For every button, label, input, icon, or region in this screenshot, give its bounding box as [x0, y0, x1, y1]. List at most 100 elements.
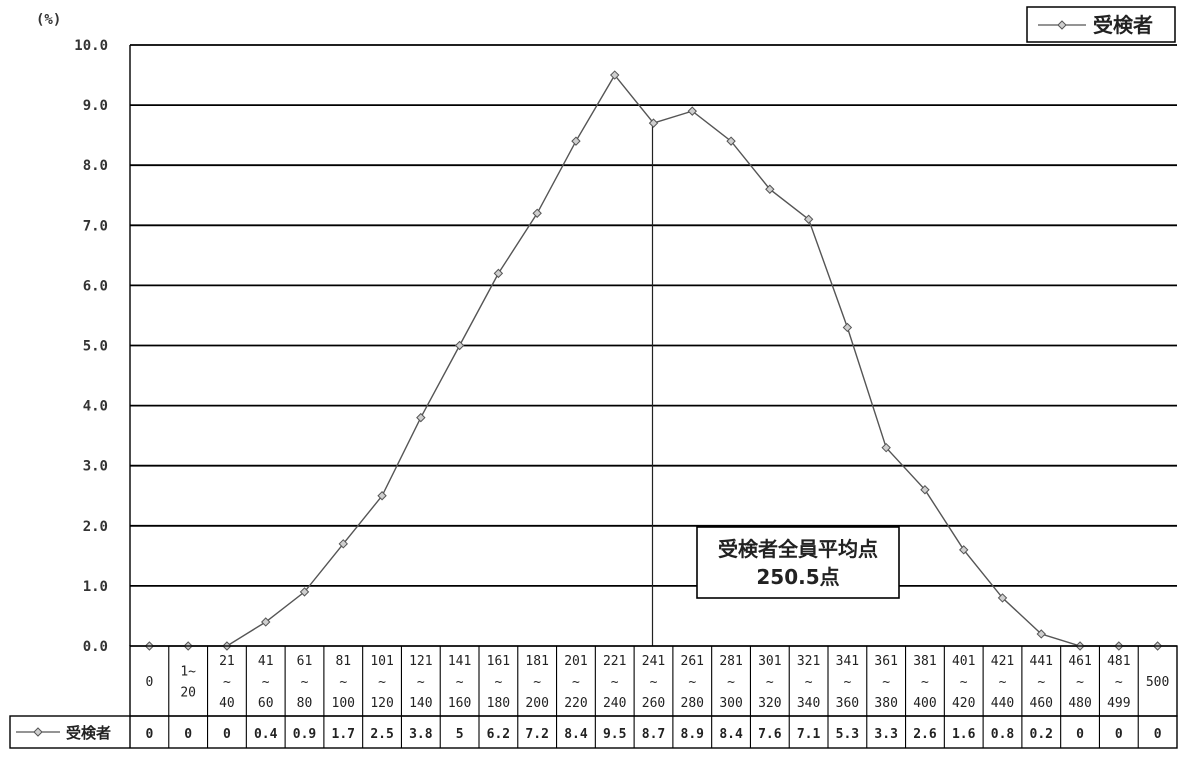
series-line	[144, 70, 1163, 651]
category-label: 1~	[180, 665, 196, 680]
series-polyline	[149, 73, 1158, 647]
category-label: 480	[1068, 696, 1091, 711]
category-label: 241	[642, 654, 665, 669]
legend-label: 受検者	[1093, 13, 1153, 37]
y-tick-label: 8.0	[83, 158, 108, 174]
y-tick-label: 0.0	[83, 639, 108, 655]
category-label: 41	[258, 654, 274, 669]
category-label: 499	[1107, 696, 1130, 711]
category-label: 221	[603, 654, 626, 669]
data-label: 0	[1115, 727, 1123, 742]
data-point	[338, 539, 348, 549]
y-tick-label: 6.0	[83, 278, 108, 294]
data-point	[1036, 629, 1046, 639]
y-tick-label: 2.0	[83, 519, 108, 535]
category-label: 60	[258, 696, 274, 711]
category-label: 381	[913, 654, 936, 669]
category-label: 361	[874, 654, 897, 669]
category-label: 140	[409, 696, 432, 711]
category-label: 340	[797, 696, 820, 711]
category-label: ~	[494, 675, 502, 690]
category-label: 40	[219, 696, 235, 711]
data-label: 0	[145, 727, 153, 742]
category-label: ~	[688, 675, 696, 690]
category-label: ~	[378, 675, 386, 690]
data-point	[571, 136, 581, 146]
category-label: ~	[921, 675, 929, 690]
category-label: ~	[611, 675, 619, 690]
data-label: 0.9	[293, 727, 316, 742]
data-point	[610, 70, 620, 80]
category-label: 220	[564, 696, 587, 711]
category-label: ~	[843, 675, 851, 690]
data-label: 1.7	[332, 727, 355, 742]
category-label: ~	[805, 675, 813, 690]
data-point	[803, 214, 814, 224]
data-label: 7.1	[797, 727, 821, 742]
y-tick-label: 1.0	[83, 579, 108, 595]
y-tick-label: 7.0	[83, 218, 108, 234]
category-label: 261	[681, 654, 704, 669]
data-point	[842, 322, 853, 333]
data-point	[648, 118, 659, 128]
category-label: ~	[456, 675, 464, 690]
category-label: 441	[1030, 654, 1053, 669]
average-annotation: 受検者全員平均点 250.5点	[696, 526, 900, 599]
y-unit-label: (%)	[36, 12, 61, 28]
category-label: 461	[1068, 654, 1091, 669]
y-tick-label: 5.0	[83, 339, 108, 355]
category-label: ~	[301, 675, 309, 690]
category-label: 101	[370, 654, 393, 669]
category-label: 81	[335, 654, 351, 669]
data-point	[997, 593, 1008, 603]
category-label: 240	[603, 696, 626, 711]
legend: 受検者	[1026, 6, 1176, 43]
table-series-name: 受検者	[66, 724, 111, 742]
category-label: 320	[758, 696, 781, 711]
data-label: 8.9	[681, 727, 704, 742]
data-label: 9.5	[603, 727, 626, 742]
data-label: 1.6	[952, 727, 976, 742]
data-point	[726, 136, 736, 146]
category-label: ~	[262, 675, 270, 690]
category-label: ~	[1115, 675, 1123, 690]
data-label: 7.6	[758, 727, 782, 742]
category-label: 100	[332, 696, 355, 711]
category-label: 301	[758, 654, 781, 669]
category-label: ~	[572, 675, 580, 690]
category-label: 61	[297, 654, 313, 669]
category-label: 141	[448, 654, 471, 669]
category-label: 161	[487, 654, 510, 669]
value-row-frame	[9, 715, 1178, 749]
data-label: 2.6	[913, 727, 937, 742]
data-label: 8.4	[564, 727, 588, 742]
data-label: 0	[184, 727, 192, 742]
data-point	[493, 268, 504, 279]
category-label: 460	[1030, 696, 1053, 711]
category-label: ~	[882, 675, 890, 690]
category-label: ~	[960, 675, 968, 690]
category-label: 401	[952, 654, 975, 669]
category-label: 181	[525, 654, 548, 669]
category-label: ~	[417, 675, 425, 690]
category-label: ~	[1076, 675, 1084, 690]
annotation-text: 250.5点	[756, 565, 839, 589]
category-label: ~	[727, 675, 735, 690]
category-label: 120	[370, 696, 393, 711]
y-tick-label: 9.0	[83, 98, 108, 114]
data-label: 8.4	[719, 727, 743, 742]
data-point	[881, 442, 891, 453]
data-label: 0	[1154, 727, 1162, 742]
data-point	[454, 340, 465, 351]
data-label: 3.3	[874, 727, 897, 742]
category-label: 21	[219, 654, 235, 669]
category-label: 300	[719, 696, 742, 711]
category-label: ~	[999, 675, 1007, 690]
data-label: 6.2	[487, 727, 510, 742]
data-point	[959, 545, 969, 555]
y-axis: 0.0 1.0 2.0 3.0 4.0 5.0 6.0 7.0 8.0 9.0 10.0	[74, 38, 131, 655]
category-label: ~	[1037, 675, 1045, 690]
data-point	[261, 617, 271, 627]
table-series-marker	[33, 727, 43, 737]
